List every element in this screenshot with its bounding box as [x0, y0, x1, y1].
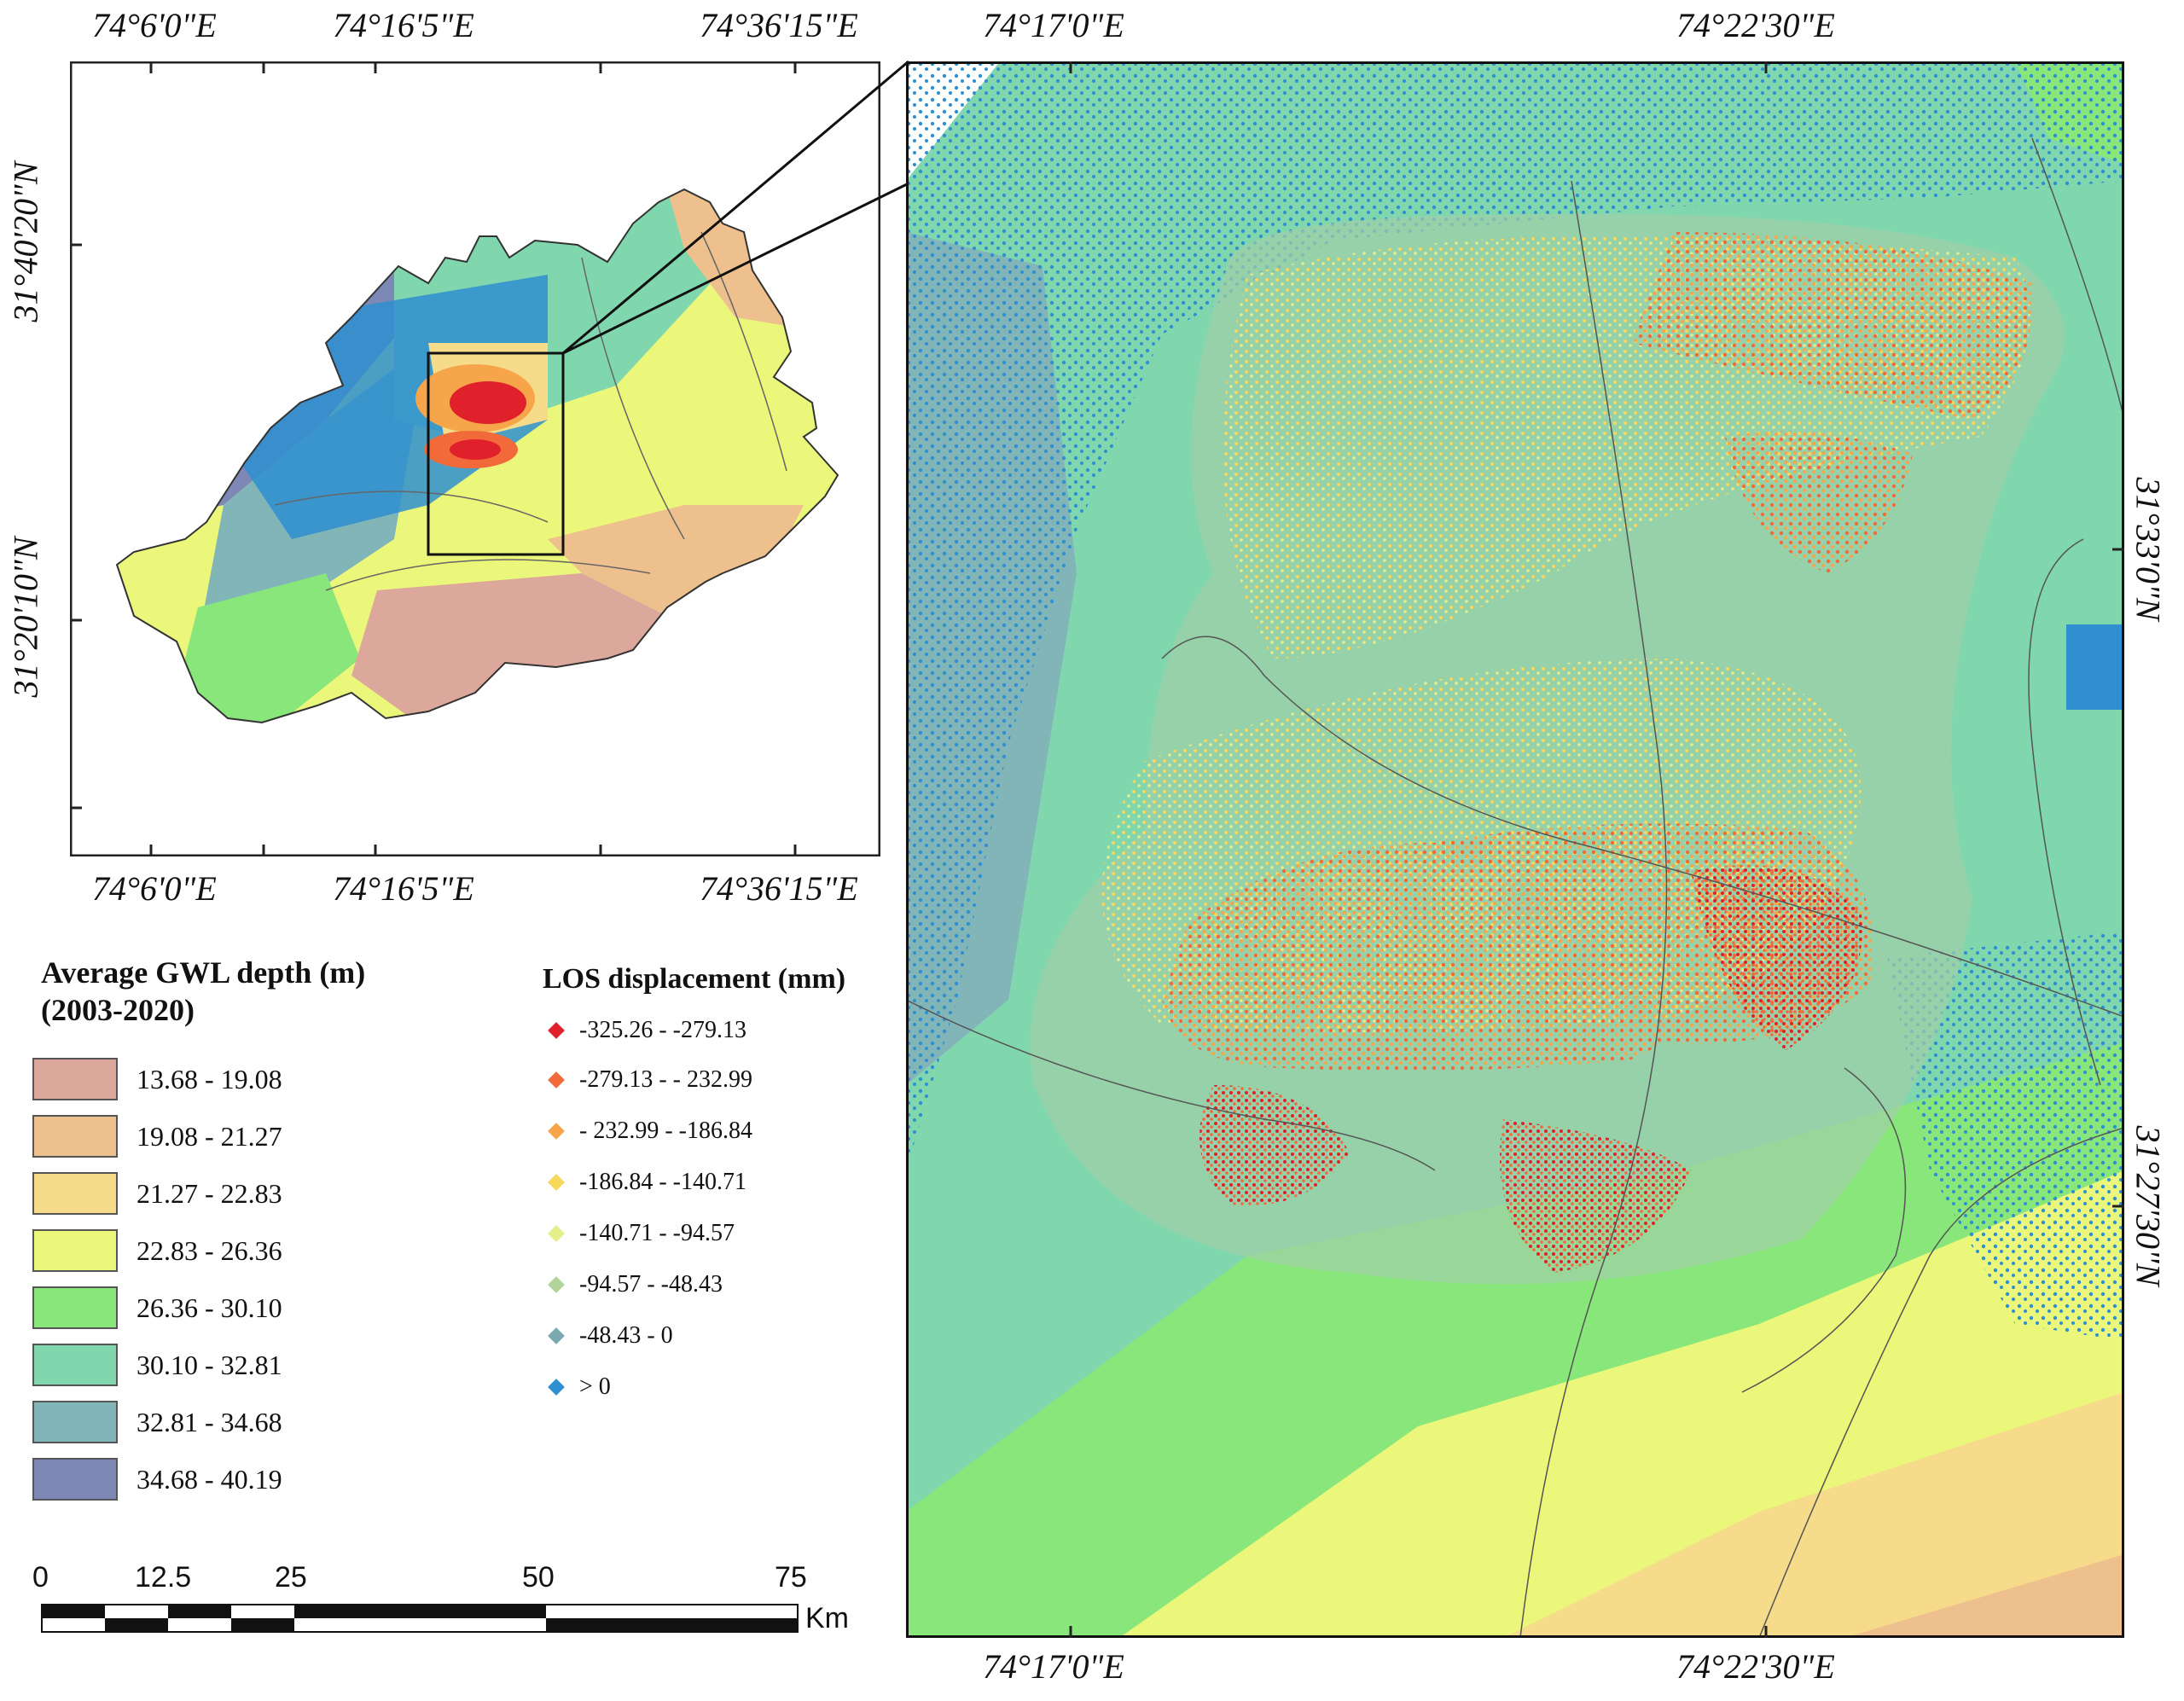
overview-top-lon-2: 74°16'5"E	[333, 6, 474, 44]
los-legend-item: -279.13 - - 232.99	[548, 1066, 752, 1094]
scale-tick-12-5: 12.5	[135, 1561, 192, 1594]
gwl-label: 34.68 - 40.19	[136, 1463, 282, 1495]
gwl-swatch	[32, 1401, 118, 1443]
overview-top-lon-3: 74°36'15"E	[700, 6, 858, 44]
gwl-legend-item: 13.68 - 19.08	[32, 1058, 282, 1100]
gwl-label: 19.08 - 21.27	[136, 1120, 282, 1152]
overview-bottom-lon-1: 74°6'0"E	[92, 869, 217, 908]
los-legend-item: - 232.99 - -186.84	[548, 1118, 752, 1145]
gwl-legend-title-line1: Average GWL depth (m)	[41, 955, 366, 990]
los-label: > 0	[579, 1373, 611, 1400]
detail-right-lat-2: 31°27'30"N	[2129, 1125, 2168, 1286]
detail-bottom-lon-1: 74°17'0"E	[983, 1647, 1124, 1686]
los-diamond-icon	[548, 1379, 565, 1396]
los-label: -186.84 - -140.71	[579, 1169, 746, 1195]
gwl-legend-title: Average GWL depth (m) (2003-2020)	[41, 954, 365, 1029]
gwl-label: 26.36 - 30.10	[136, 1292, 282, 1323]
gwl-legend-title-line2: (2003-2020)	[41, 993, 195, 1027]
los-label: -279.13 - - 232.99	[579, 1066, 752, 1093]
los-diamond-icon	[548, 1123, 565, 1140]
overview-map[interactable]	[70, 61, 880, 856]
gwl-legend-item: 30.10 - 32.81	[32, 1344, 282, 1386]
detail-top-lon-1: 74°17'0"E	[983, 6, 1124, 44]
los-label: -325.26 - -279.13	[579, 1017, 746, 1043]
scale-tick-75: 75	[775, 1561, 807, 1594]
los-diamond-icon	[548, 1225, 565, 1242]
gwl-legend-item: 34.68 - 40.19	[32, 1458, 282, 1501]
gwl-legend-item: 21.27 - 22.83	[32, 1172, 282, 1215]
gwl-swatch	[32, 1458, 118, 1501]
los-legend-item: -48.43 - 0	[548, 1322, 673, 1350]
overview-bottom-lon-2: 74°16'5"E	[333, 869, 474, 908]
los-legend-item: -94.57 - -48.43	[548, 1271, 723, 1298]
los-diamond-icon	[548, 1276, 565, 1293]
gwl-label: 13.68 - 19.08	[136, 1063, 282, 1094]
gwl-swatch	[32, 1229, 118, 1272]
los-legend-item: -325.26 - -279.13	[548, 1017, 746, 1044]
los-diamond-icon	[548, 1174, 565, 1191]
gwl-legend-item: 19.08 - 21.27	[32, 1115, 282, 1158]
detail-right-lat-1-wrap: 31°33'0"N	[2063, 477, 2184, 620]
detail-top-lon-2: 74°22'30"E	[1676, 6, 1835, 44]
scale-tick-0: 0	[32, 1561, 49, 1594]
detail-right-lat-2-wrap: 31°27'30"N	[2063, 1125, 2184, 1286]
gwl-swatch	[32, 1115, 118, 1158]
los-diamond-icon	[548, 1022, 565, 1039]
overview-map-canvas	[70, 61, 880, 856]
gwl-legend-item: 32.81 - 34.68	[32, 1401, 282, 1443]
los-legend-title: LOS displacement (mm)	[543, 963, 846, 995]
gwl-label: 21.27 - 22.83	[136, 1177, 282, 1209]
gwl-label: 32.81 - 34.68	[136, 1406, 282, 1437]
los-label: -140.71 - -94.57	[579, 1220, 735, 1246]
scale-bar-graphic	[41, 1604, 799, 1633]
gwl-swatch	[32, 1058, 118, 1100]
detail-map[interactable]	[906, 61, 2124, 1638]
scale-tick-50: 50	[522, 1561, 555, 1594]
gwl-swatch	[32, 1344, 118, 1386]
gwl-legend-item: 26.36 - 30.10	[32, 1286, 282, 1329]
los-legend-item: > 0	[548, 1373, 611, 1401]
overview-top-lon-1: 74°6'0"E	[92, 6, 217, 44]
los-legend-item: -140.71 - -94.57	[548, 1220, 735, 1247]
scale-tick-25: 25	[275, 1561, 307, 1594]
gwl-label: 22.83 - 26.36	[136, 1234, 282, 1266]
gwl-swatch	[32, 1172, 118, 1215]
los-label: - 232.99 - -186.84	[579, 1118, 752, 1144]
detail-right-lat-1: 31°33'0"N	[2129, 477, 2168, 621]
gwl-label: 30.10 - 32.81	[136, 1349, 282, 1380]
los-diamond-icon	[548, 1327, 565, 1344]
gwl-legend-item: 22.83 - 26.36	[32, 1229, 282, 1272]
los-label: -94.57 - -48.43	[579, 1271, 723, 1298]
overview-bottom-lon-3: 74°36'15"E	[700, 869, 858, 908]
los-label: -48.43 - 0	[579, 1322, 673, 1349]
detail-bottom-lon-2: 74°22'30"E	[1676, 1647, 1835, 1686]
detail-map-canvas	[906, 61, 2124, 1638]
los-diamond-icon	[548, 1071, 565, 1089]
inset-extent-box	[427, 351, 565, 556]
scale-unit: Km	[805, 1602, 849, 1634]
gwl-swatch	[32, 1286, 118, 1329]
los-legend-item: -186.84 - -140.71	[548, 1169, 746, 1196]
scale-bar	[41, 1604, 800, 1634]
